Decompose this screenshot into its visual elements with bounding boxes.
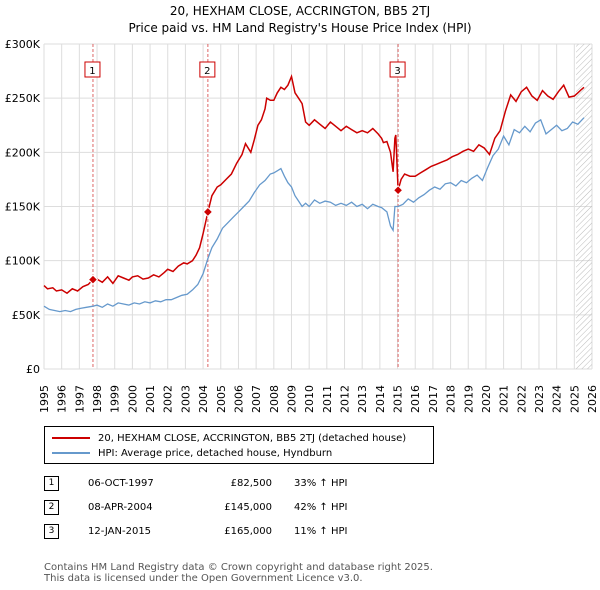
sale-label-number: 1 <box>89 66 95 77</box>
x-tick-label: 1997 <box>73 385 86 413</box>
chart-title: 20, HEXHAM CLOSE, ACCRINGTON, BB5 2TJ <box>170 4 430 18</box>
legend-item-hpi: HPI: Average price, detached house, Hynd… <box>52 446 332 460</box>
grid <box>43 43 593 370</box>
footer: Contains HM Land Registry data © Crown c… <box>44 562 433 584</box>
table-row: 3 12-JAN-2015 £165,000 11% ↑ HPI <box>44 519 347 543</box>
table-row: 1 06-OCT-1997 £82,500 33% ↑ HPI <box>44 471 347 495</box>
x-tick-label: 2024 <box>551 385 564 413</box>
sale-date: 06-OCT-1997 <box>88 477 154 489</box>
sale-label-box <box>389 61 406 78</box>
x-tick-label: 2020 <box>480 385 493 413</box>
x-tick-label: 1999 <box>109 385 122 413</box>
x-axis-ticks: 1995 1996 1997 1998 1999 2000 2001 2002 2003 2004… <box>38 385 599 413</box>
x-tick-label: 2026 <box>586 385 599 413</box>
sale-points <box>87 185 404 285</box>
sales-table: 1 06-OCT-1997 £82,500 33% ↑ HPI 2 08-APR… <box>44 471 347 543</box>
table-row: 2 08-APR-2004 £145,000 42% ↑ HPI <box>44 495 347 519</box>
x-tick-label: 1998 <box>91 385 104 413</box>
x-tick-label: 2025 <box>568 385 581 413</box>
y-tick-label: £150K <box>5 201 41 214</box>
x-tick-label: 2018 <box>445 385 458 413</box>
x-tick-label: 2017 <box>427 385 440 413</box>
sale-label-number: 3 <box>394 66 400 77</box>
legend-item-price: 20, HEXHAM CLOSE, ACCRINGTON, BB5 2TJ (d… <box>52 431 406 445</box>
x-tick-label: 2004 <box>197 385 210 413</box>
legend-label-hpi: HPI: Average price, detached house, Hynd… <box>98 447 333 459</box>
y-tick-label: £200K <box>5 146 41 159</box>
footer-copyright: Contains HM Land Registry data © Crown c… <box>44 562 433 573</box>
x-tick-label: 2019 <box>462 385 475 413</box>
x-tick-label: 2016 <box>409 385 422 413</box>
sale-hpi-change: 42% ↑ HPI <box>294 501 348 513</box>
x-tick-label: 2003 <box>179 385 192 413</box>
x-tick-label: 2012 <box>339 385 352 413</box>
x-tick-label: 2013 <box>356 385 369 413</box>
x-tick-label: 2005 <box>215 385 228 413</box>
sale-price: £165,000 <box>224 525 272 537</box>
sale-label-box <box>84 61 101 78</box>
sale-date: 12-JAN-2015 <box>88 525 152 537</box>
sale-label-box <box>199 61 216 78</box>
x-tick-label: 2008 <box>268 385 281 413</box>
y-tick-label: £300K <box>5 38 41 51</box>
sale-number-badge: 3 <box>44 523 59 539</box>
sale-price: £82,500 <box>230 477 272 489</box>
x-tick-label: 2000 <box>126 385 139 413</box>
chart-subtitle: Price paid vs. HM Land Registry's House … <box>128 21 471 35</box>
sale-number-badge: 2 <box>44 499 59 515</box>
y-tick-label: £100K <box>5 255 41 268</box>
sale-point <box>87 274 99 285</box>
y-tick-label: £50K <box>12 309 41 322</box>
sale-label-number: 2 <box>204 66 210 77</box>
price-series-line <box>43 73 585 295</box>
x-tick-label: 2021 <box>498 385 511 413</box>
footer-licence: This data is licensed under the Open Gov… <box>44 573 363 584</box>
x-tick-label: 2002 <box>162 385 175 413</box>
hpi-series-line <box>43 117 585 313</box>
sale-hpi-change: 33% ↑ HPI <box>294 477 348 489</box>
legend-swatch-price <box>52 437 90 439</box>
x-tick-label: 2006 <box>232 385 245 413</box>
x-tick-label: 1996 <box>56 385 69 413</box>
x-tick-label: 2001 <box>144 385 157 413</box>
x-tick-label: 2007 <box>250 385 263 413</box>
sale-point <box>202 206 214 218</box>
sale-price: £145,000 <box>224 501 272 513</box>
x-tick-label: 2023 <box>533 385 546 413</box>
y-axis-ticks: £0 £50K £100K £150K £200K £250K £300K <box>5 38 41 376</box>
forecast-hatch <box>576 44 592 369</box>
x-tick-label: 2014 <box>374 385 387 413</box>
x-tick-label: 2015 <box>392 385 405 413</box>
sale-label-boxes: 1 2 3 <box>84 61 406 78</box>
sale-date: 08-APR-2004 <box>88 501 153 513</box>
price-chart: 20, HEXHAM CLOSE, ACCRINGTON, BB5 2TJ Pr… <box>5 4 599 413</box>
legend: 20, HEXHAM CLOSE, ACCRINGTON, BB5 2TJ (d… <box>44 426 434 464</box>
legend-label-price: 20, HEXHAM CLOSE, ACCRINGTON, BB5 2TJ (d… <box>98 432 407 444</box>
x-tick-label: 2009 <box>285 385 298 413</box>
legend-swatch-hpi <box>52 452 90 454</box>
x-tick-label: 2022 <box>515 385 528 413</box>
x-tick-label: 2011 <box>321 385 334 413</box>
sale-number-badge: 1 <box>44 475 59 491</box>
sale-point <box>392 185 404 196</box>
y-tick-label: £0 <box>26 363 40 376</box>
x-tick-label: 1995 <box>38 385 51 413</box>
y-tick-label: £250K <box>5 92 41 105</box>
sale-hpi-change: 11% ↑ HPI <box>294 525 348 537</box>
x-tick-label: 2010 <box>303 385 316 413</box>
